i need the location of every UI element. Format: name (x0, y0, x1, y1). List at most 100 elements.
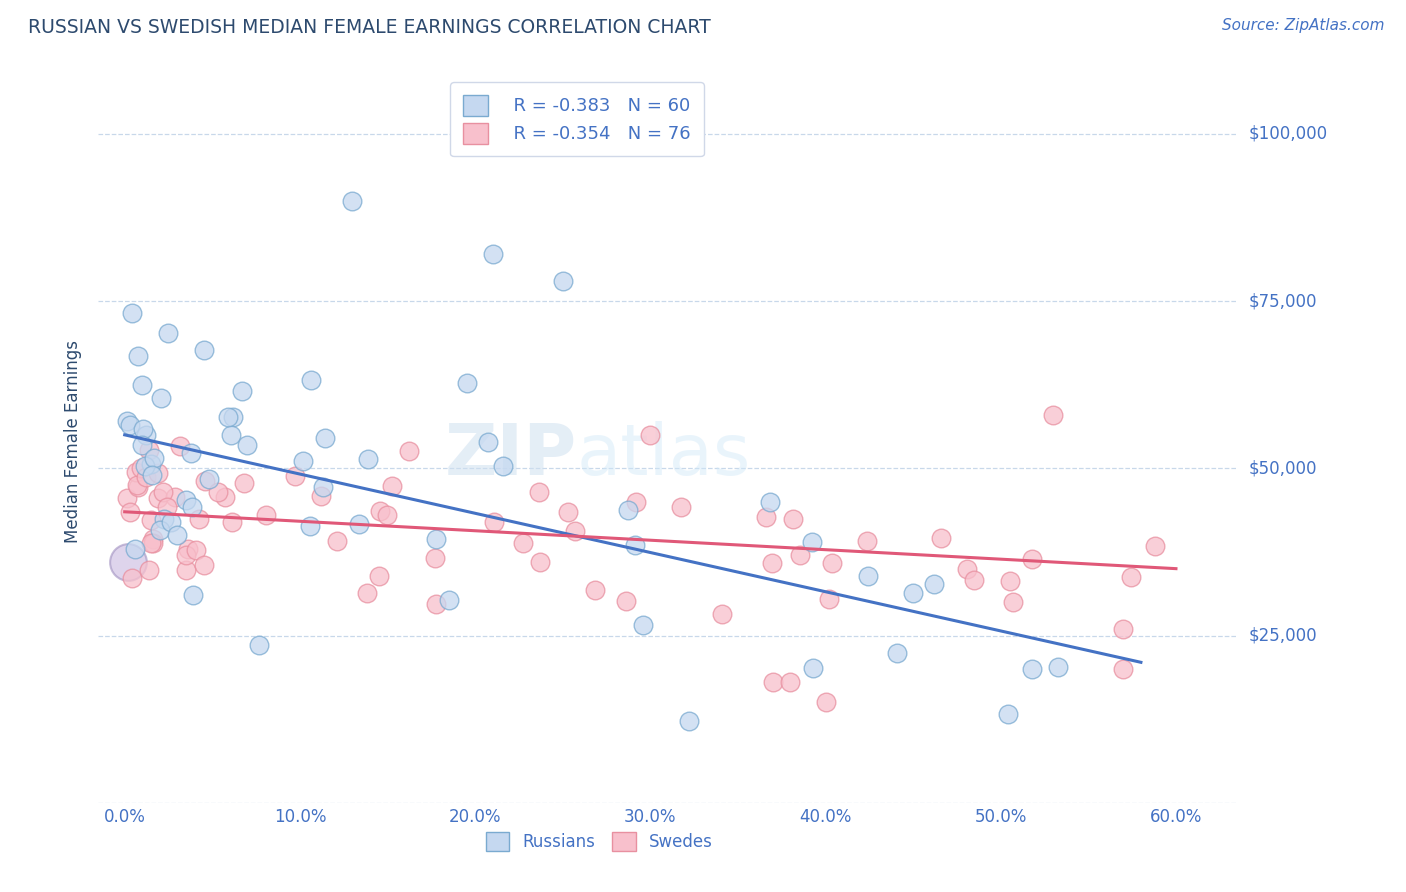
Point (314, 431, 336, 445)
Point (1112, 622, 1135, 636)
Point (222, 410, 245, 425)
Point (762, 675, 785, 690)
Point (368, 504, 391, 518)
Point (134, 458, 156, 473)
Point (381, 479, 404, 493)
Point (117, 555, 139, 569)
Point (529, 555, 551, 569)
Point (886, 646, 908, 660)
Point (125, 477, 148, 491)
Point (624, 495, 647, 509)
Point (142, 451, 165, 466)
Point (142, 536, 165, 550)
Point (221, 428, 243, 442)
Text: Source: ZipAtlas.com: Source: ZipAtlas.com (1222, 18, 1385, 33)
Point (283, 469, 305, 483)
Point (801, 661, 824, 675)
Point (159, 516, 181, 530)
Point (194, 474, 217, 488)
Point (232, 475, 254, 490)
Point (115, 491, 138, 505)
Point (139, 513, 162, 527)
Point (198, 472, 221, 486)
Point (856, 533, 879, 548)
Point (180, 445, 202, 459)
Point (176, 548, 198, 562)
Point (342, 194, 364, 208)
Text: $75,000: $75,000 (1249, 292, 1317, 310)
Point (150, 391, 173, 405)
Point (1042, 408, 1064, 422)
Point (1000, 574, 1022, 588)
Point (135, 428, 157, 442)
Point (180, 500, 202, 515)
Point (149, 523, 172, 537)
Point (169, 439, 191, 453)
Point (477, 434, 499, 449)
Point (375, 508, 398, 522)
Point (186, 543, 208, 558)
Point (997, 706, 1019, 721)
Point (821, 557, 844, 571)
Point (148, 491, 170, 506)
Point (236, 438, 259, 452)
Point (188, 512, 211, 526)
Point (139, 457, 162, 471)
Point (782, 512, 804, 526)
Point (193, 558, 215, 572)
Point (231, 384, 253, 399)
Point (207, 485, 229, 500)
Point (174, 492, 197, 507)
Point (165, 490, 187, 504)
Point (120, 504, 142, 518)
Point (669, 500, 692, 515)
Point (312, 480, 335, 494)
Point (247, 638, 270, 652)
Point (624, 538, 647, 552)
Text: ZIP: ZIP (444, 422, 576, 491)
Point (309, 489, 332, 503)
Point (423, 551, 446, 566)
Point (956, 562, 979, 576)
Point (616, 502, 638, 516)
Point (176, 563, 198, 577)
Point (922, 577, 945, 591)
Point (152, 512, 174, 526)
Point (132, 422, 155, 436)
Point (557, 505, 579, 519)
Point (484, 515, 506, 529)
Point (425, 597, 447, 611)
Point (398, 444, 420, 458)
Text: $100,000: $100,000 (1249, 125, 1327, 143)
Point (481, 247, 503, 261)
Point (347, 516, 370, 531)
Point (118, 417, 141, 432)
Point (115, 414, 138, 428)
Point (141, 536, 163, 550)
Point (177, 542, 200, 557)
Point (529, 485, 551, 500)
Point (356, 451, 378, 466)
Point (124, 541, 146, 556)
Point (551, 274, 574, 288)
Point (181, 588, 204, 602)
Point (1143, 539, 1166, 553)
Point (425, 532, 447, 546)
Point (1112, 662, 1135, 676)
Point (298, 518, 321, 533)
Point (800, 535, 823, 549)
Point (1021, 552, 1043, 566)
Point (614, 594, 637, 608)
Point (903, 586, 925, 600)
Point (758, 495, 780, 509)
Point (492, 459, 515, 474)
Point (141, 468, 163, 483)
Point (129, 461, 152, 475)
Point (963, 573, 986, 587)
Point (512, 536, 534, 550)
Text: $50,000: $50,000 (1249, 459, 1317, 477)
Point (127, 349, 149, 363)
Point (292, 454, 315, 468)
Point (755, 509, 778, 524)
Point (929, 532, 952, 546)
